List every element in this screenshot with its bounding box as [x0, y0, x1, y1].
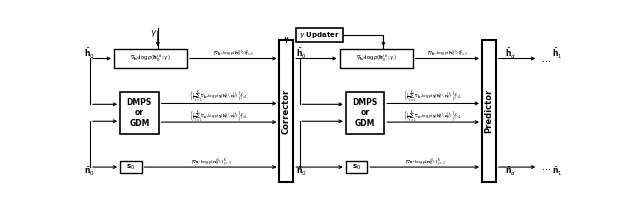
Text: ...: ...: [542, 162, 551, 172]
Text: $\bar{\mathbf{n}}_1$: $\bar{\mathbf{n}}_1$: [552, 166, 563, 178]
Text: DMPS
or
GDM: DMPS or GDM: [127, 98, 152, 128]
Text: $\bar{\mathbf{h}}_d$: $\bar{\mathbf{h}}_d$: [505, 47, 516, 61]
Text: $\{\nabla_{\mathbf{n}^{(t)}}\log p(\mathbf{n}_0^{(j)})\}_{j=1}^K$: $\{\nabla_{\mathbf{n}^{(t)}}\log p(\math…: [404, 156, 445, 169]
Text: $\gamma$: $\gamma$: [150, 28, 157, 39]
Bar: [340, 49, 413, 68]
Text: DMPS
or
GDM: DMPS or GDM: [353, 98, 378, 128]
Text: $\left\{\frac{1}{K}\sum_{t=1}^K\nabla_{\mathbf{n}^{(t)}}\log p(\mathbf{y}|\mathb: $\left\{\frac{1}{K}\sum_{t=1}^K\nabla_{\…: [189, 109, 249, 125]
Text: $\bar{\mathbf{n}}_d$: $\bar{\mathbf{n}}_d$: [505, 166, 516, 178]
Text: Corrector: Corrector: [282, 89, 291, 134]
Text: $\left\{\frac{1}{K}\sum_{t=1}^K\nabla_{\mathbf{n}^{(t)}}\log p(\mathbf{y}|\mathb: $\left\{\frac{1}{K}\sum_{t=1}^K\nabla_{\…: [403, 109, 463, 125]
Text: Predictor: Predictor: [484, 89, 493, 133]
Text: $\bar{\mathbf{n}}_0$: $\bar{\mathbf{n}}_0$: [84, 166, 95, 178]
Text: $\mathbf{s}_0$: $\mathbf{s}_0$: [352, 162, 361, 172]
Bar: [346, 92, 384, 134]
Text: $\{\nabla_{\mathbf{n}^{(t)}}\log p(\mathbf{n}_0^{(j)})\}_{j=1}^K$: $\{\nabla_{\mathbf{n}^{(t)}}\log p(\math…: [189, 156, 232, 169]
Text: $\gamma$ Updater: $\gamma$ Updater: [300, 30, 340, 40]
Bar: [280, 40, 293, 182]
Text: $\nabla_{\mathbf{h}^{(t)}}\!\log p(\mathbf{h}_0^{(t)};\gamma)$: $\nabla_{\mathbf{h}^{(t)}}\!\log p(\math…: [356, 53, 396, 64]
Text: $\{\nabla_{\mathbf{h}^{(t)}}\log p(\mathbf{h}_0^{(t)})\}_{t=1}^K$: $\{\nabla_{\mathbf{h}^{(t)}}\log p(\math…: [212, 49, 255, 59]
Bar: [346, 161, 367, 173]
Text: $\left\{\frac{1}{K}\sum_{t=1}^K\nabla_{\mathbf{h}^{(t)}}\log p(\mathbf{y}|\mathb: $\left\{\frac{1}{K}\sum_{t=1}^K\nabla_{\…: [189, 89, 249, 105]
Text: $\nabla_{\mathbf{h}^{(t)}}\!\log p(\mathbf{h}_0^{(t)};\gamma)$: $\nabla_{\mathbf{h}^{(t)}}\!\log p(\math…: [130, 53, 171, 64]
Text: $\left\{\frac{1}{K}\sum_{t=1}^K\nabla_{\mathbf{h}^{(t)}}\log p(\mathbf{y}|\mathb: $\left\{\frac{1}{K}\sum_{t=1}^K\nabla_{\…: [403, 89, 463, 105]
Bar: [120, 92, 159, 134]
Text: $\bar{\mathbf{n}}_0$: $\bar{\mathbf{n}}_0$: [296, 166, 307, 178]
Text: $\bar{\mathbf{h}}_0$: $\bar{\mathbf{h}}_0$: [84, 47, 95, 61]
Bar: [482, 40, 496, 182]
Bar: [296, 29, 344, 42]
Text: ...: ...: [542, 53, 551, 63]
Bar: [114, 49, 187, 68]
Text: $\mathbf{s}_0$: $\mathbf{s}_0$: [126, 162, 136, 172]
Text: $\{\nabla_{\mathbf{h}^{(t)}}\log p(\mathbf{h}_0^{(t)})\}_{t=1}^K$: $\{\nabla_{\mathbf{h}^{(t)}}\log p(\math…: [426, 49, 468, 59]
Bar: [120, 161, 141, 173]
Text: $\bar{\mathbf{h}}_0$: $\bar{\mathbf{h}}_0$: [296, 47, 307, 61]
Text: $\bar{\mathbf{h}}_1$: $\bar{\mathbf{h}}_1$: [552, 47, 563, 61]
